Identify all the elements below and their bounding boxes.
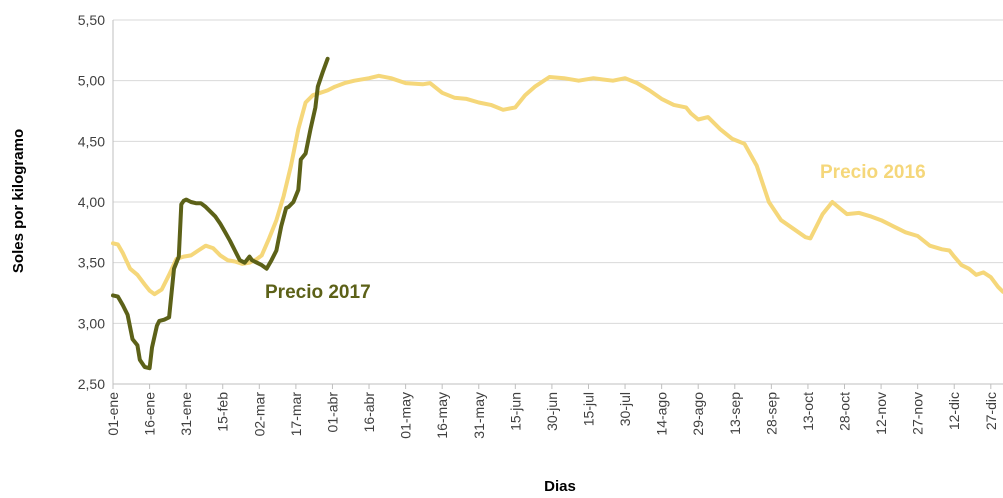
x-tick-label: 31-may [471,392,487,439]
x-tick-labels: 01-ene 16-ene 31-ene 15-feb 02-mar 17-mar 01-a… [105,392,999,439]
x-tick-label: 15-feb [215,392,231,432]
x-tick-label: 28-oct [837,392,853,431]
gridlines [113,19,1003,324]
x-tick-label: 27-dic [983,392,999,430]
x-tick-label: 12-dic [946,392,962,430]
y-tick-label: 4,00 [78,194,105,210]
x-tick-label: 15-jun [507,392,523,431]
series-labels: Precio 2016 Precio 2017 [265,162,926,303]
x-tick-label: 02-mar [251,392,267,437]
x-tick-label: 30-jul [617,392,633,426]
x-tick-label: 15-jul [580,392,596,426]
y-tick-label: 5,50 [78,12,105,28]
precio-2016-line [111,73,1003,297]
precio-2017-line [111,56,330,371]
y-axis-title: Soles por kilogramo [10,129,27,273]
x-tick-label: 29-ago [690,392,706,436]
x-tick-label: 14-ago [654,392,670,436]
x-tick-label: 13-sep [727,392,743,435]
x-tick-label: 16-abr [361,392,377,433]
y-tick-label: 3,00 [78,315,105,331]
x-tick-label: 01-abr [324,392,340,433]
x-tick-label: 01-may [398,392,414,439]
y-tick-labels: 2,50 3,00 3,50 4,00 4,50 5,00 5,50 [78,12,105,392]
axes [112,20,1003,389]
series-lines [111,56,1003,371]
x-tick-label: 30-jun [544,392,560,431]
x-tick-label: 12-nov [873,392,889,435]
x-tick-label: 27-nov [910,392,926,435]
precio-2016-label: Precio 2016 [820,162,926,183]
x-tick-label: 31-ene [178,392,194,436]
y-tick-label: 3,50 [78,255,105,271]
precio-2017-label: Precio 2017 [265,282,371,303]
y-tick-label: 4,50 [78,133,105,149]
x-axis-title: Dias [544,478,576,495]
y-tick-label: 2,50 [78,376,105,392]
y-tick-label: 5,00 [78,73,105,89]
x-tick-label: 28-sep [763,392,779,435]
x-tick-label: 17-mar [288,392,304,437]
x-tick-label: 01-ene [105,392,121,436]
x-tick-label: 16-may [434,392,450,439]
x-tick-label: 16-ene [142,392,158,436]
x-tick-label: 13-oct [800,392,816,431]
